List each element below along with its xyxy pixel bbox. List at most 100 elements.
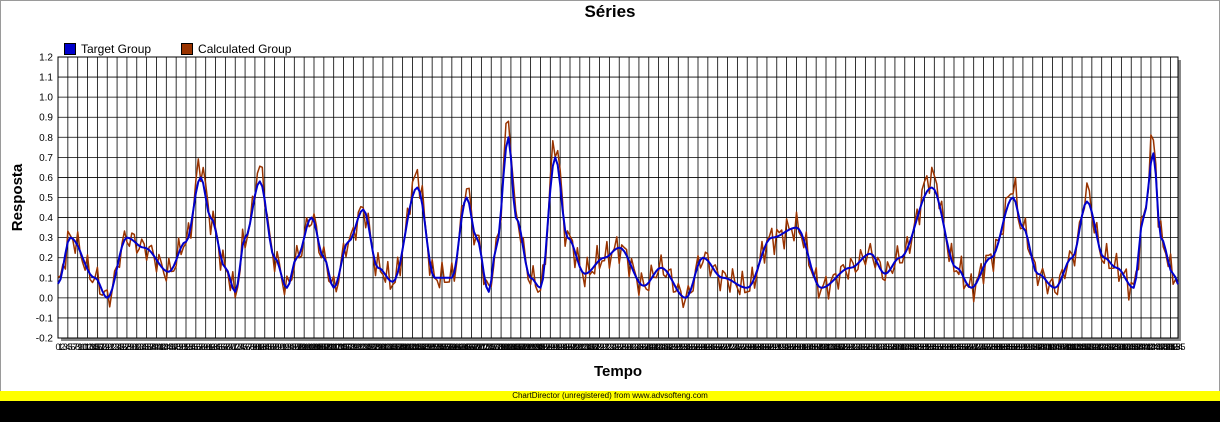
y-tick-label: 1.0 [39, 93, 53, 104]
x-tick-label: 155 [432, 342, 447, 352]
x-tick-label: 149 [417, 342, 432, 352]
x-tick-label: 3 [63, 342, 68, 352]
x-tick-label: 399 [1033, 342, 1048, 352]
x-tick-label: 125 [358, 342, 373, 352]
x-tick-label: 142 [400, 342, 415, 352]
x-tick-label: 224 [602, 342, 617, 352]
x-tick-label: 200 [543, 342, 558, 352]
x-tick-label: 63 [208, 342, 218, 352]
x-tick-label: 454 [1168, 342, 1183, 352]
x-tick-label: 118 [341, 342, 355, 352]
x-tick-label: 304 [799, 342, 814, 352]
x-tick-label: 288 [759, 342, 774, 352]
x-tick-label: 12 [83, 342, 93, 352]
x-tick-label: 337 [880, 342, 895, 352]
x-tick-label: 413 [1067, 342, 1082, 352]
x-tick-label: 227 [609, 342, 624, 352]
x-tick-label: 244 [651, 342, 666, 352]
y-tick-label: 0.5 [39, 193, 53, 204]
x-tick-label: 311 [816, 342, 830, 352]
x-tick-label: 307 [806, 342, 821, 352]
x-tick-label: 358 [932, 342, 947, 352]
x-tick-label: 296 [779, 342, 794, 352]
x-tick-label: 339 [885, 342, 900, 352]
x-tick-label: 318 [833, 342, 848, 352]
x-tick-label: 23 [110, 342, 120, 352]
x-tick-label: 137 [388, 342, 403, 352]
x-tick-label: 21 [105, 342, 115, 352]
x-tick-label: 436 [1124, 342, 1139, 352]
x-tick-label: 8 [75, 342, 80, 352]
x-tick-label: 114 [331, 342, 345, 352]
x-tick-label: 181 [496, 342, 511, 352]
x-tick-label: 448 [1153, 342, 1168, 352]
x-tick-label: 323 [846, 342, 861, 352]
x-tick-label: 365 [949, 342, 964, 352]
x-tick-label: 443 [1141, 342, 1156, 352]
x-tick-label: 66 [215, 342, 225, 352]
x-tick-label: 389 [1008, 342, 1023, 352]
x-tick-label: 384 [996, 342, 1011, 352]
x-tick-label: 86 [265, 342, 275, 352]
y-tick-label: 1.2 [39, 53, 53, 64]
x-tick-label: 314 [823, 342, 838, 352]
x-tick-label: 274 [725, 342, 740, 352]
x-tick-label: 397 [1028, 342, 1043, 352]
x-tick-label: 230 [617, 342, 632, 352]
x-tick-label: 165 [457, 342, 472, 352]
x-tick-label: 291 [767, 342, 782, 352]
x-tick-label: 270 [715, 342, 730, 352]
x-tick-label: 103 [304, 342, 319, 352]
x-tick-label: 232 [622, 342, 637, 352]
x-tick-label: 450 [1158, 342, 1173, 352]
x-tick-label: 257 [683, 342, 698, 352]
legend-label-target: Target Group [81, 42, 152, 56]
x-tick-label: 79 [247, 342, 257, 352]
x-tick-label: 157 [437, 342, 452, 352]
x-tick-label: 115 [334, 342, 348, 352]
x-tick-label: 273 [722, 342, 737, 352]
x-tick-label: 73 [233, 342, 243, 352]
x-tick-label: 25 [115, 342, 125, 352]
x-tick-label: 353 [919, 342, 934, 352]
x-tick-label: 218 [587, 342, 602, 352]
x-tick-label: 98 [294, 342, 304, 352]
x-tick-label: 105 [309, 342, 324, 352]
x-tick-label: 15 [90, 342, 100, 352]
x-tick-label: 211 [570, 342, 584, 352]
x-tick-label: 192 [523, 342, 538, 352]
x-tick-label: 256 [681, 342, 696, 352]
x-tick-label: 236 [631, 342, 646, 352]
x-tick-label: 388 [1006, 342, 1021, 352]
x-tick-label: 261 [693, 342, 708, 352]
x-tick-label: 71 [228, 342, 238, 352]
x-tick-label: 375 [974, 342, 989, 352]
x-tick-label: 277 [732, 342, 747, 352]
x-tick-label: 446 [1148, 342, 1163, 352]
x-tick-label: 170 [469, 342, 484, 352]
x-tick-label: 201 [545, 342, 560, 352]
x-tick-label: 395 [1023, 342, 1038, 352]
x-tick-label: 351 [914, 342, 929, 352]
x-tick-label: 57 [193, 342, 203, 352]
x-tick-label: 253 [673, 342, 688, 352]
x-tick-label: 319 [836, 342, 851, 352]
x-tick-label: 41 [154, 342, 164, 352]
x-tick-label: 222 [597, 342, 612, 352]
x-tick-label: 49 [174, 342, 184, 352]
x-tick-label: 455 [1170, 342, 1185, 352]
x-tick-label: 58 [196, 342, 206, 352]
x-tick-label: 62 [206, 342, 216, 352]
y-tick-label: 0.0 [39, 293, 53, 304]
x-tick-label: 81 [252, 342, 262, 352]
x-tick-label: 439 [1131, 342, 1146, 352]
x-tick-label: 377 [978, 342, 993, 352]
x-tick-label: 193 [526, 342, 541, 352]
x-tick-label: 276 [730, 342, 745, 352]
x-tick-label: 152 [425, 342, 440, 352]
x-tick-label: 433 [1116, 342, 1131, 352]
x-tick-label: 417 [1077, 342, 1092, 352]
y-tick-label: 0.1 [39, 273, 53, 284]
x-tick-label: 416 [1074, 342, 1089, 352]
x-tick-label: 338 [882, 342, 897, 352]
